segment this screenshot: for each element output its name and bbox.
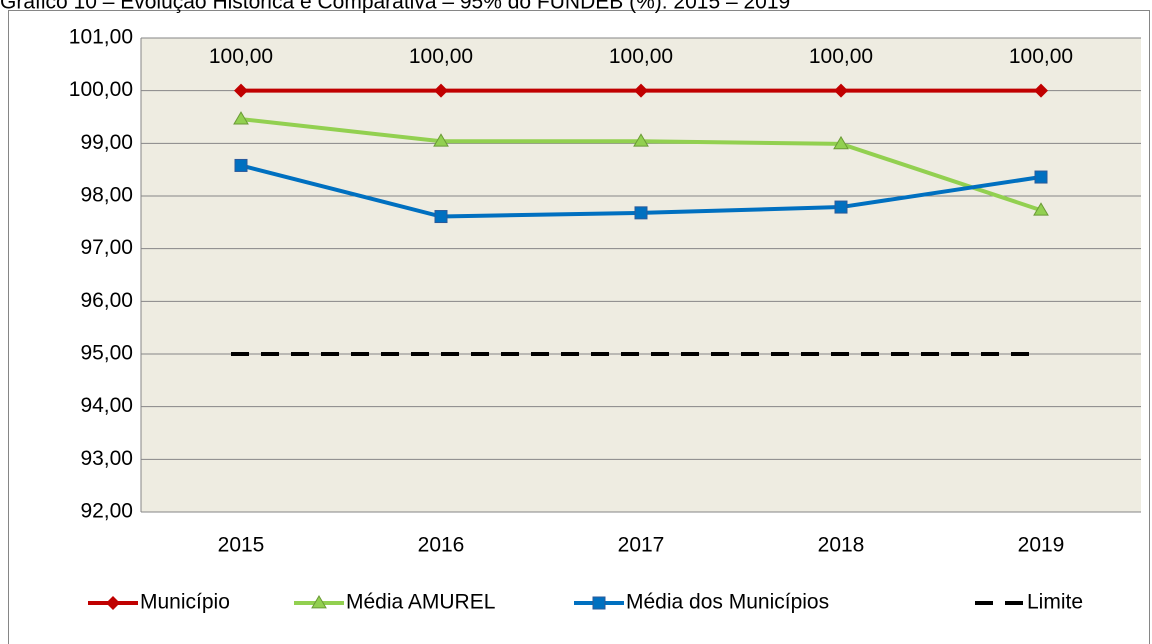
chart-title: Gráfico 10 – Evolução Histórica e Compar… — [0, 0, 790, 14]
data-label: 100,00 — [409, 45, 473, 68]
data-label: 100,00 — [809, 45, 873, 68]
data-point — [434, 83, 448, 98]
data-label: 100,00 — [609, 45, 673, 68]
y-tick-label: 94,00 — [80, 394, 133, 417]
data-label: 100,00 — [209, 45, 273, 68]
legend-marker — [106, 596, 120, 610]
legend-marker — [592, 596, 606, 610]
data-point — [1034, 83, 1048, 98]
data-label: 100,00 — [1009, 45, 1073, 68]
legend-marker — [311, 595, 327, 609]
data-point — [433, 133, 449, 147]
data-point — [634, 206, 648, 220]
data-point — [434, 210, 448, 224]
data-point — [234, 83, 248, 98]
data-point — [633, 133, 649, 147]
y-tick-label: 95,00 — [80, 342, 133, 365]
x-tick-label: 2019 — [1018, 534, 1065, 557]
x-tick-label: 2015 — [218, 534, 265, 557]
data-point — [634, 83, 648, 98]
legend-label: Limite — [1027, 591, 1083, 614]
data-point — [234, 158, 248, 172]
y-tick-label: 99,00 — [80, 131, 133, 154]
data-point — [233, 111, 249, 125]
y-tick-label: 98,00 — [80, 184, 133, 207]
y-tick-label: 93,00 — [80, 447, 133, 470]
y-tick-label: 97,00 — [80, 236, 133, 259]
y-tick-label: 100,00 — [69, 78, 133, 101]
y-tick-label: 101,00 — [69, 26, 133, 49]
legend-label: Média AMUREL — [346, 591, 495, 614]
data-point — [834, 200, 848, 214]
plot-area — [141, 38, 1141, 512]
y-tick-label: 96,00 — [80, 289, 133, 312]
data-point — [1034, 170, 1048, 184]
x-tick-label: 2018 — [818, 534, 865, 557]
x-tick-label: 2016 — [418, 534, 465, 557]
data-point — [833, 135, 849, 150]
x-tick-label: 2017 — [618, 534, 665, 557]
data-point — [1033, 202, 1049, 216]
legend-label: Município — [140, 591, 230, 614]
data-point — [834, 83, 848, 98]
legend-label: Média dos Municípios — [626, 591, 829, 614]
y-tick-label: 92,00 — [80, 500, 133, 523]
